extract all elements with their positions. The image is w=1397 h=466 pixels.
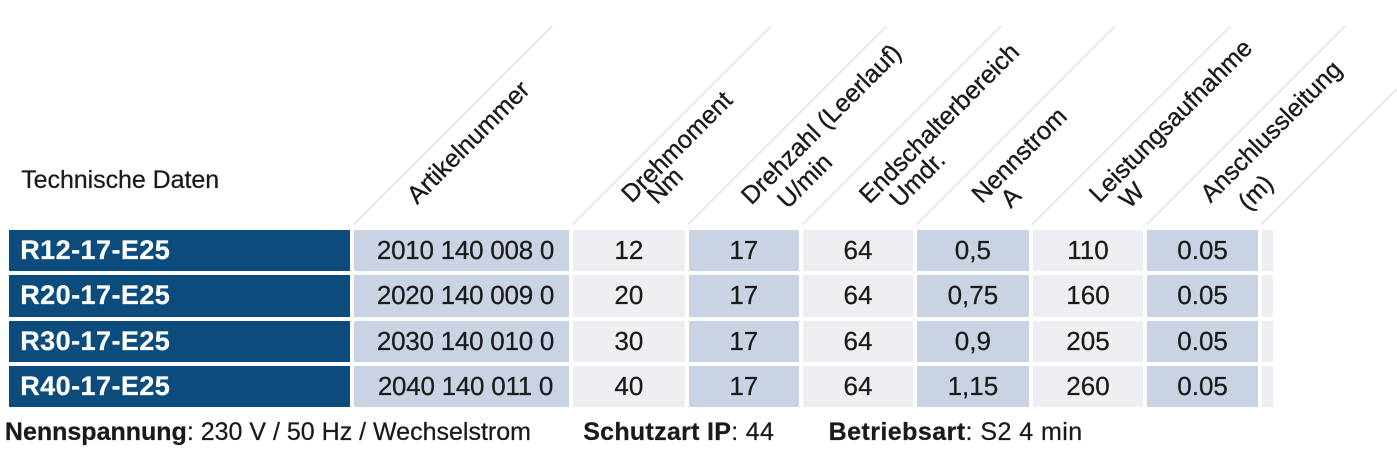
- svg-text:Artikelnummer: Artikelnummer: [402, 76, 536, 210]
- svg-text:Nennstrom: Nennstrom: [966, 102, 1072, 208]
